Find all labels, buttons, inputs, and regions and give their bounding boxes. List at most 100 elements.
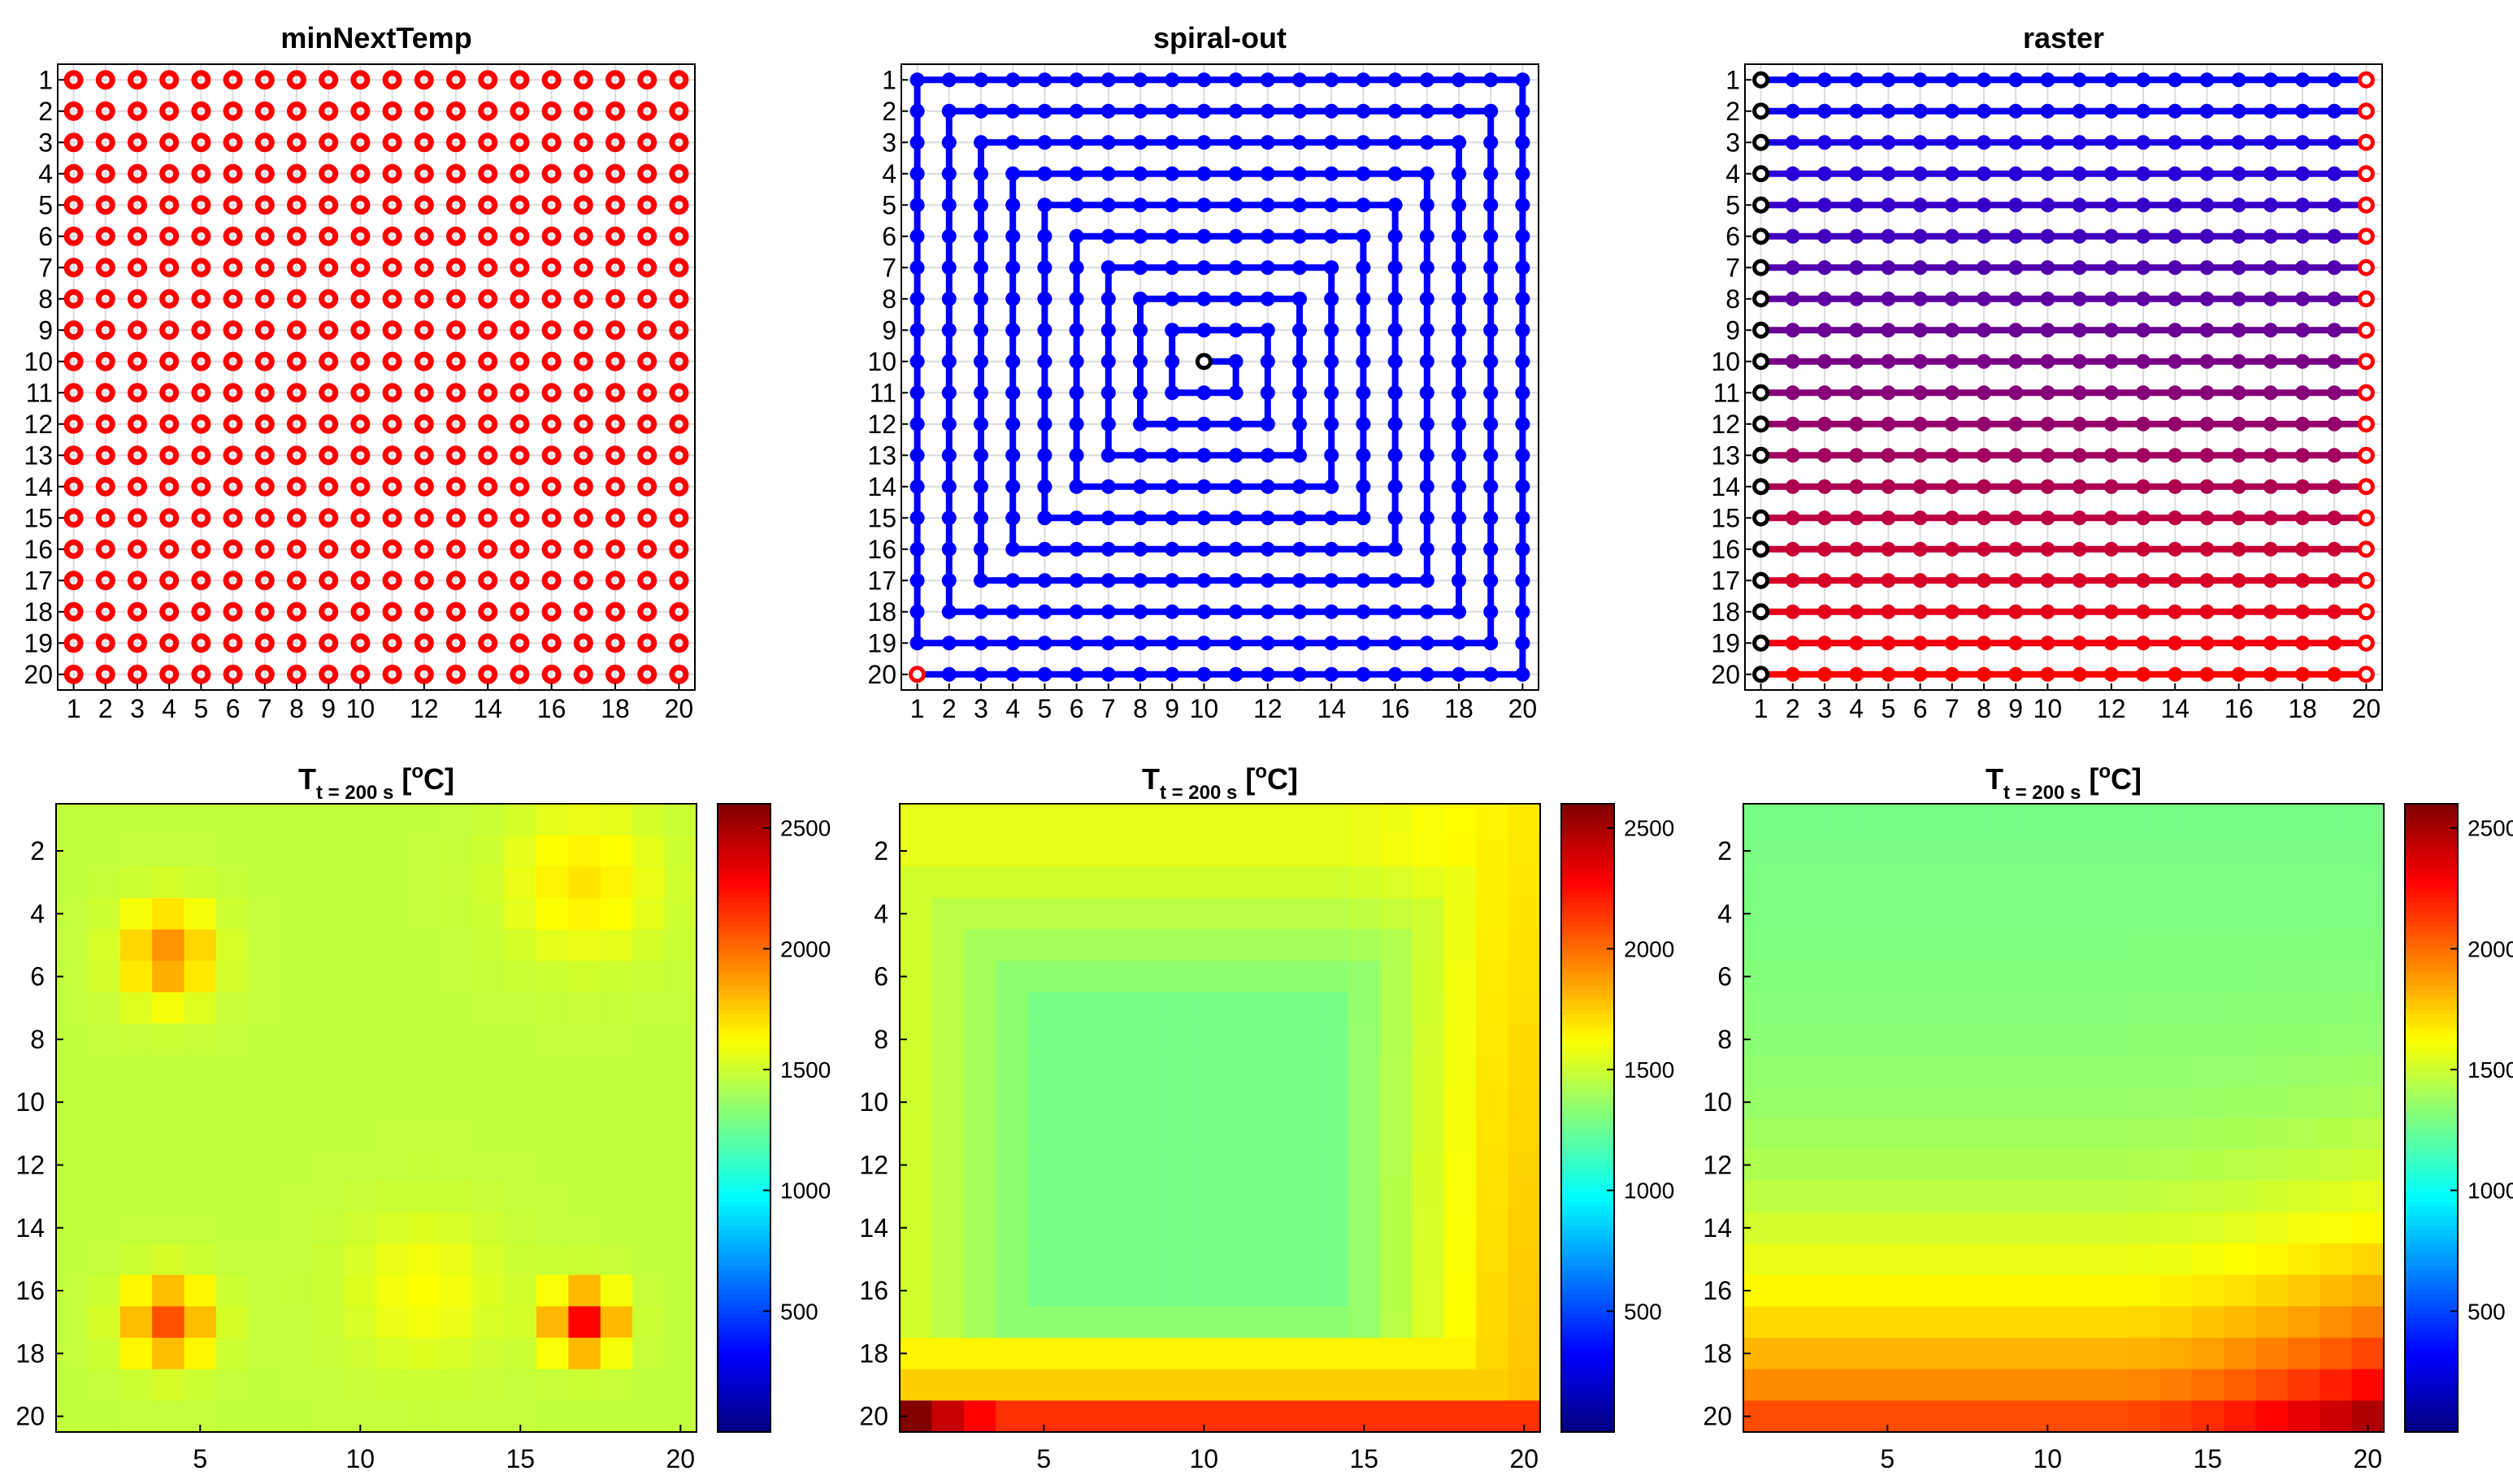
heatmap-cell [568,804,601,836]
heatmap-cell [1839,961,1873,993]
heatmap-cell [119,1369,153,1401]
data-point [254,476,275,497]
heatmap-cell [1123,897,1157,931]
path-point [941,385,957,401]
heatmap-cell [1412,1086,1445,1119]
row-start-point [1752,228,1770,245]
heatmap-cell [2287,1212,2320,1244]
path-point [2008,197,2024,213]
path-point [1037,541,1053,557]
path-point [1849,416,1864,432]
heatmap-cell [2320,804,2353,836]
path-point [909,573,925,588]
data-point [446,633,466,653]
path-point [2136,541,2151,557]
data-point [287,383,306,403]
path-point [1260,72,1275,88]
x-tick-label: 5 [1036,1444,1051,1473]
colorbar-segment [1561,1059,1614,1065]
data-point [128,601,147,622]
heatmap-cell [1871,1243,1904,1276]
path-point [1005,479,1021,494]
heatmap-cell [2127,1023,2160,1056]
heatmap-cell [216,1400,249,1433]
path-point [1196,103,1212,119]
y-tick-label: 8 [874,1025,888,1054]
colorbar-segment [2405,941,2458,947]
heatmap-cell [1092,992,1125,1025]
path-point [1133,510,1148,526]
data-point [63,289,84,309]
heatmap-cell [931,992,965,1025]
data-point [478,258,498,278]
colorbar-segment [1561,1265,1614,1271]
heatmap-cell [344,1117,377,1150]
heatmap-cell [1935,929,1968,961]
path-point [2231,228,2246,244]
path-point [2263,416,2278,432]
heatmap-cell [1060,1338,1092,1370]
path-point [2103,323,2119,338]
path-point [1356,479,1371,494]
colorbar-segment [718,1387,770,1394]
path-point [2168,416,2183,432]
plot-area [901,64,1539,690]
heatmap-cell [280,1149,313,1182]
heatmap-cell [1027,1149,1061,1182]
heatmap-cell [1476,804,1509,836]
data-point [573,445,593,466]
colorbar-segment [2405,887,2458,893]
heatmap-cell [2351,835,2385,867]
path-point [1483,448,1499,463]
data-point [319,383,339,403]
path-point [2072,197,2087,213]
heatmap-cell [1187,1306,1221,1339]
heatmap-cell [1348,1117,1381,1150]
path-point [1260,541,1275,557]
heatmap-cell [504,804,537,836]
colorbar-segment [718,1014,770,1021]
path-point [1356,354,1371,369]
heatmap-cell [1027,1338,1061,1370]
data-point [669,258,689,278]
data-point [637,132,658,153]
y-tick-label: 20 [1711,660,1740,689]
data-point [414,383,434,403]
path-point [1881,479,1896,494]
heatmap-cell [2255,1023,2289,1056]
heatmap-cell [1123,1243,1157,1276]
heatmap-cell [1775,804,1808,836]
colorbar-segment [718,961,770,966]
path-point [2295,72,2310,88]
heatmap-cell [344,1338,377,1370]
data-point [382,445,402,466]
path-point [1419,228,1434,244]
x-tick-label: 7 [1945,694,1960,723]
data-point [573,383,593,403]
colorbar-segment [1561,1387,1614,1394]
colorbar-segment [2405,804,2458,809]
colorbar-segment [1561,1156,1614,1163]
path-point [1005,197,1021,213]
path-point [2295,416,2310,432]
path-point [1228,479,1243,494]
data-point [223,445,243,466]
row-end-point [2357,446,2375,464]
path-point [2136,103,2151,119]
heatmap-cell [408,1369,441,1401]
heatmap-cell [472,804,506,836]
path-point [1785,197,1800,213]
heatmap-cell [2127,1274,2160,1307]
data-point [446,508,466,528]
path-point [1037,416,1053,432]
heatmap-cell [1316,897,1349,931]
heatmap-cell [1348,1369,1381,1401]
path-point [2103,135,2119,150]
data-point [63,351,84,371]
path-point [1037,72,1053,88]
row-start-point [1752,258,1770,276]
heatmap-cell [1412,1180,1445,1213]
x-tick-label: 4 [162,694,176,723]
heatmap-cell [963,1243,996,1276]
path-point [2040,479,2055,494]
